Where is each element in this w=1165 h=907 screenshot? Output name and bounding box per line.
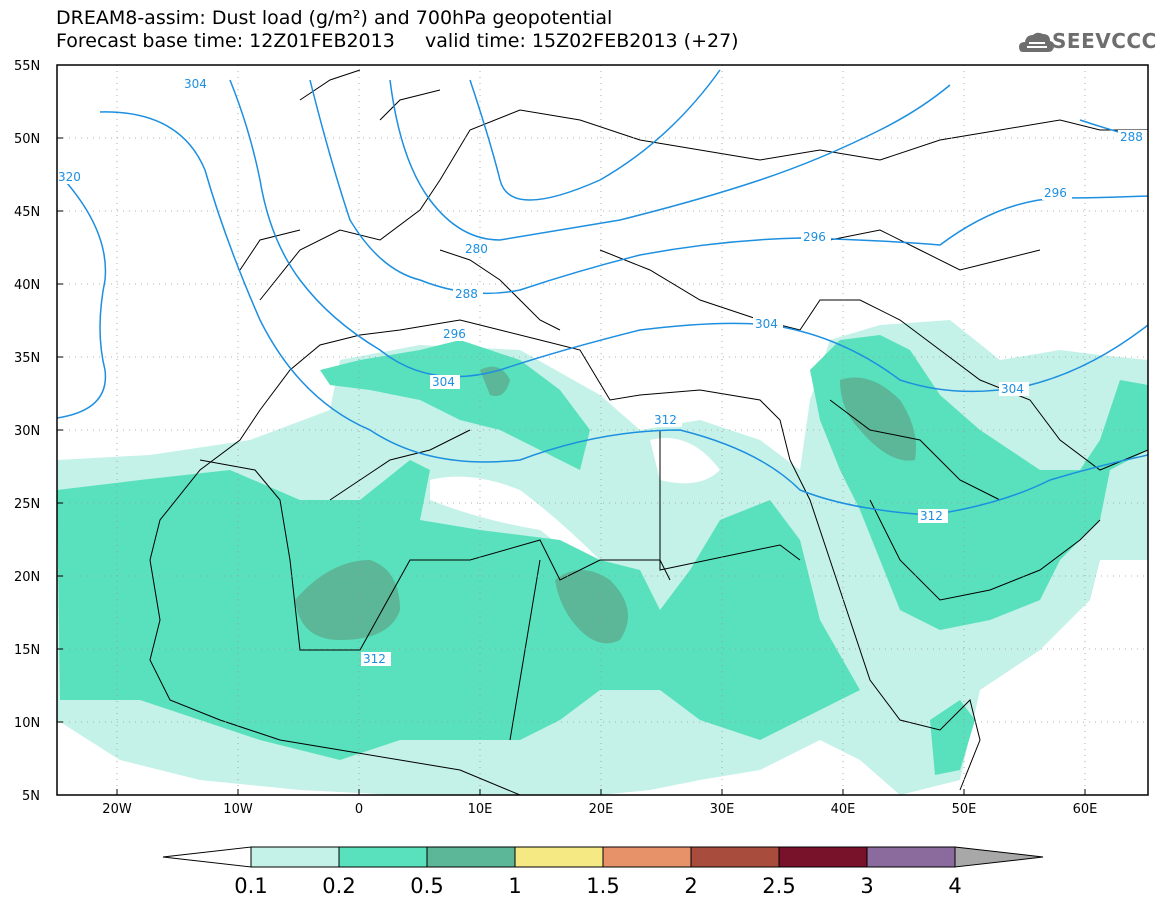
colorbar <box>162 846 1044 868</box>
colorbar-segment <box>250 846 340 868</box>
contour-labels: 304 320 296 288 280 288 296 304 312 312 … <box>57 77 1148 666</box>
longitude-labels: 20W 10W 0 10E 20E 30E 40E 50E 60E <box>102 802 1097 817</box>
lon-label: 20W <box>102 802 132 817</box>
contour-label: 312 <box>363 652 386 666</box>
lat-label: 25N <box>14 497 40 512</box>
colorbar-segment <box>954 846 1044 868</box>
lat-label: 35N <box>14 351 40 366</box>
lon-label: 30E <box>710 802 735 817</box>
lon-label: 0 <box>355 802 363 817</box>
contour-label: 304 <box>432 375 455 389</box>
contour-label: 320 <box>58 170 81 184</box>
lon-label: 10W <box>223 802 253 817</box>
lon-label: 40E <box>831 802 856 817</box>
colorbar-label: 1.5 <box>586 874 619 898</box>
lon-label: 10E <box>468 802 493 817</box>
colorbar-label: 2 <box>684 874 697 898</box>
colorbar-segment <box>514 846 604 868</box>
contour-label: 304 <box>184 77 207 91</box>
contour-label: 296 <box>803 230 826 244</box>
colorbar-labels: 0.1 0.2 0.5 1 1.5 2 2.5 3 4 <box>234 874 961 898</box>
lon-label: 20E <box>589 802 614 817</box>
contour-label: 288 <box>1120 130 1143 144</box>
contour-label: 304 <box>1001 382 1024 396</box>
contour-label: 296 <box>1044 186 1067 200</box>
colorbar-label: 3 <box>860 874 873 898</box>
colorbar-label: 1 <box>508 874 521 898</box>
contour-label: 312 <box>920 509 943 523</box>
geopotential-contours <box>57 69 1148 516</box>
map-title: DREAM8-assim: Dust load (g/m²) and 700hP… <box>56 7 613 29</box>
colorbar-segment <box>162 846 252 868</box>
lat-label: 55N <box>14 59 40 74</box>
lat-label: 50N <box>14 132 40 147</box>
lat-label: 10N <box>14 716 40 731</box>
logo-text: SEEVCCC <box>1052 29 1157 53</box>
lat-label: 20N <box>14 570 40 585</box>
coastlines <box>149 69 1148 795</box>
lat-label: 5N <box>22 789 40 804</box>
colorbar-label: 0.2 <box>322 874 355 898</box>
contour-label: 288 <box>455 287 478 301</box>
colorbar-segment <box>338 846 428 868</box>
colorbar-segment <box>690 846 780 868</box>
forecast-time-line: Forecast base time: 12Z01FEB2013 valid t… <box>56 30 739 52</box>
lat-label: 30N <box>14 424 40 439</box>
colorbar-segment <box>778 846 868 868</box>
colorbar-label: 4 <box>948 874 961 898</box>
colorbar-segment <box>426 846 516 868</box>
dust-shading <box>57 320 1148 795</box>
colorbar-label: 0.1 <box>234 874 267 898</box>
contour-label: 280 <box>465 242 488 256</box>
lon-label: 60E <box>1073 802 1098 817</box>
cloud-logo-icon <box>1019 32 1055 52</box>
contour-label: 296 <box>443 327 466 341</box>
colorbar-label: 0.5 <box>410 874 443 898</box>
lon-label: 50E <box>952 802 977 817</box>
colorbar-segment <box>866 846 956 868</box>
lat-label: 40N <box>14 278 40 293</box>
axis-ticks <box>57 137 1086 795</box>
contour-label: 312 <box>654 413 677 427</box>
latitude-labels: 55N 50N 45N 40N 35N 30N 25N 20N 15N 10N … <box>14 59 40 804</box>
colorbar-segment <box>602 846 692 868</box>
colorbar-label: 2.5 <box>762 874 795 898</box>
contour-label: 304 <box>755 317 778 331</box>
lat-label: 45N <box>14 205 40 220</box>
lat-label: 15N <box>14 643 40 658</box>
